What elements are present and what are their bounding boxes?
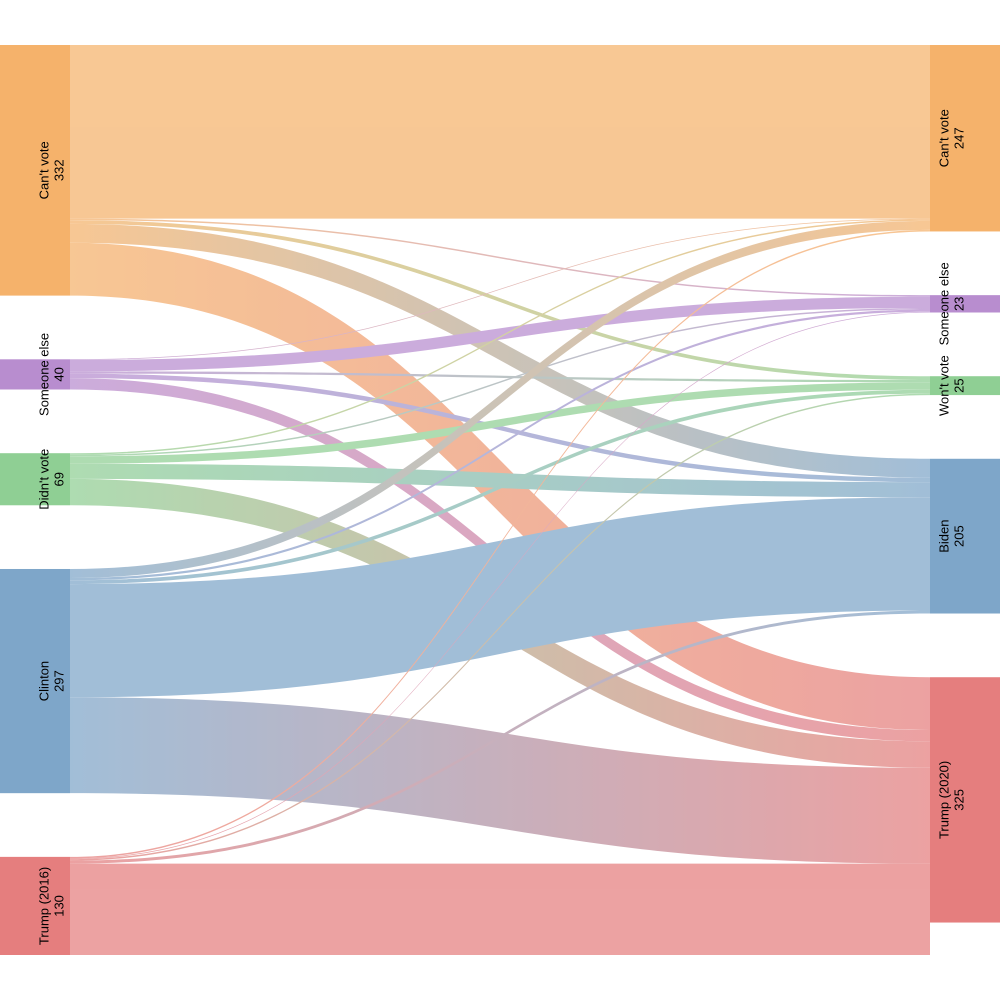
node-label: Won't vote25 <box>937 355 967 416</box>
flows <box>70 45 930 955</box>
node-label: Someone else23 <box>937 262 967 345</box>
node-label: Someone else40 <box>37 333 67 416</box>
flow-trump_L-to-trump_R <box>70 864 930 955</box>
sankey-diagram: Can't vote332Someone else40Didn't vote69… <box>0 0 1000 1000</box>
flow-cant_vote_L-to-cant_vote_R <box>70 45 930 219</box>
